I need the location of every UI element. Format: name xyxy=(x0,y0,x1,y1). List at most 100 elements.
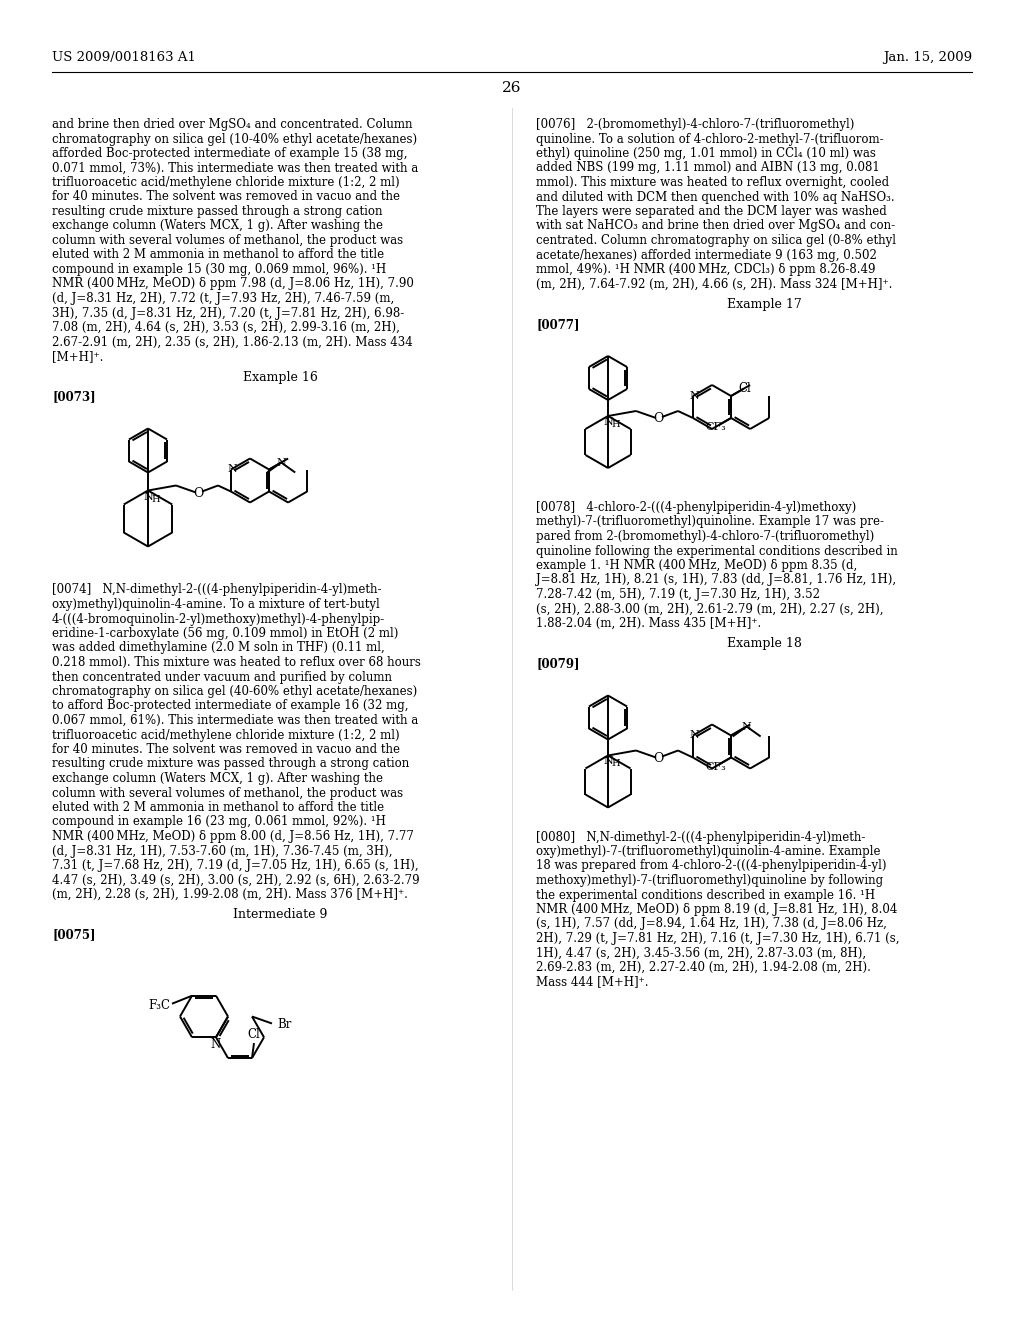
Text: US 2009/0018163 A1: US 2009/0018163 A1 xyxy=(52,51,196,65)
Text: to afford Boc-protected intermediate of example 16 (32 mg,: to afford Boc-protected intermediate of … xyxy=(52,700,409,713)
Text: Br: Br xyxy=(278,1018,292,1031)
Text: (d, J=8.31 Hz, 2H), 7.72 (t, J=7.93 Hz, 2H), 7.46-7.59 (m,: (d, J=8.31 Hz, 2H), 7.72 (t, J=7.93 Hz, … xyxy=(52,292,394,305)
Text: 7.08 (m, 2H), 4.64 (s, 2H), 3.53 (s, 2H), 2.99-3.16 (m, 2H),: 7.08 (m, 2H), 4.64 (s, 2H), 3.53 (s, 2H)… xyxy=(52,321,400,334)
Text: NMR (400 MHz, MeOD) δ ppm 8.19 (d, J=8.81 Hz, 1H), 8.04: NMR (400 MHz, MeOD) δ ppm 8.19 (d, J=8.8… xyxy=(536,903,897,916)
Text: NMR (400 MHz, MeOD) δ ppm 7.98 (d, J=8.06 Hz, 1H), 7.90: NMR (400 MHz, MeOD) δ ppm 7.98 (d, J=8.0… xyxy=(52,277,414,290)
Text: J=8.81 Hz, 1H), 8.21 (s, 1H), 7.83 (dd, J=8.81, 1.76 Hz, 1H),: J=8.81 Hz, 1H), 8.21 (s, 1H), 7.83 (dd, … xyxy=(536,573,896,586)
Text: afforded Boc-protected intermediate of example 15 (38 mg,: afforded Boc-protected intermediate of e… xyxy=(52,147,408,160)
Text: quinoline following the experimental conditions described in: quinoline following the experimental con… xyxy=(536,544,898,557)
Text: N: N xyxy=(211,1039,221,1051)
Text: N: N xyxy=(276,458,286,467)
Text: for 40 minutes. The solvent was removed in vacuo and the: for 40 minutes. The solvent was removed … xyxy=(52,743,400,756)
Text: 3H), 7.35 (d, J=8.31 Hz, 2H), 7.20 (t, J=7.81 Hz, 2H), 6.98-: 3H), 7.35 (d, J=8.31 Hz, 2H), 7.20 (t, J… xyxy=(52,306,404,319)
Text: then concentrated under vacuum and purified by column: then concentrated under vacuum and purif… xyxy=(52,671,392,684)
Text: added NBS (199 mg, 1.11 mmol) and AIBN (13 mg, 0.081: added NBS (199 mg, 1.11 mmol) and AIBN (… xyxy=(536,161,880,174)
Text: 7.28-7.42 (m, 5H), 7.19 (t, J=7.30 Hz, 1H), 3.52: 7.28-7.42 (m, 5H), 7.19 (t, J=7.30 Hz, 1… xyxy=(536,587,820,601)
Text: 26: 26 xyxy=(502,81,522,95)
Text: Intermediate 9: Intermediate 9 xyxy=(232,908,328,921)
Text: compound in example 16 (23 mg, 0.061 mmol, 92%). ¹H: compound in example 16 (23 mg, 0.061 mmo… xyxy=(52,816,386,829)
Text: (m, 2H), 7.64-7.92 (m, 2H), 4.66 (s, 2H). Mass 324 [M+H]⁺.: (m, 2H), 7.64-7.92 (m, 2H), 4.66 (s, 2H)… xyxy=(536,277,892,290)
Text: and diluted with DCM then quenched with 10% aq NaHSO₃.: and diluted with DCM then quenched with … xyxy=(536,190,895,203)
Text: eridine-1-carboxylate (56 mg, 0.109 mmol) in EtOH (2 ml): eridine-1-carboxylate (56 mg, 0.109 mmol… xyxy=(52,627,398,640)
Text: mmol, 49%). ¹H NMR (400 MHz, CDCl₃) δ ppm 8.26-8.49: mmol, 49%). ¹H NMR (400 MHz, CDCl₃) δ pp… xyxy=(536,263,876,276)
Text: Example 17: Example 17 xyxy=(727,298,802,312)
Text: Cl: Cl xyxy=(248,1028,260,1041)
Text: N: N xyxy=(741,722,752,731)
Text: N: N xyxy=(227,465,237,474)
Text: exchange column (Waters MCX, 1 g). After washing the: exchange column (Waters MCX, 1 g). After… xyxy=(52,219,383,232)
Text: O: O xyxy=(653,752,664,766)
Text: 18 was prepared from 4-chloro-2-(((4-phenylpiperidin-4-yl): 18 was prepared from 4-chloro-2-(((4-phe… xyxy=(536,859,887,873)
Text: 0.071 mmol, 73%). This intermediate was then treated with a: 0.071 mmol, 73%). This intermediate was … xyxy=(52,161,418,174)
Text: pared from 2-(bromomethyl)-4-chloro-7-(trifluoromethyl): pared from 2-(bromomethyl)-4-chloro-7-(t… xyxy=(536,531,874,543)
Text: F₃C: F₃C xyxy=(148,999,170,1012)
Text: ethyl) quinoline (250 mg, 1.01 mmol) in CCl₄ (10 ml) was: ethyl) quinoline (250 mg, 1.01 mmol) in … xyxy=(536,147,876,160)
Text: quinoline. To a solution of 4-chloro-2-methyl-7-(trifluorom-: quinoline. To a solution of 4-chloro-2-m… xyxy=(536,132,884,145)
Text: 2.67-2.91 (m, 2H), 2.35 (s, 2H), 1.86-2.13 (m, 2H). Mass 434: 2.67-2.91 (m, 2H), 2.35 (s, 2H), 1.86-2.… xyxy=(52,335,413,348)
Text: CF₃: CF₃ xyxy=(706,762,726,771)
Text: 2H), 7.29 (t, J=7.81 Hz, 2H), 7.16 (t, J=7.30 Hz, 1H), 6.71 (s,: 2H), 7.29 (t, J=7.81 Hz, 2H), 7.16 (t, J… xyxy=(536,932,899,945)
Text: trifluoroacetic acid/methylene chloride mixture (1:2, 2 ml): trifluoroacetic acid/methylene chloride … xyxy=(52,176,399,189)
Text: compound in example 15 (30 mg, 0.069 mmol, 96%). ¹H: compound in example 15 (30 mg, 0.069 mmo… xyxy=(52,263,386,276)
Text: chromatography on silica gel (10-40% ethyl acetate/hexanes): chromatography on silica gel (10-40% eth… xyxy=(52,132,417,145)
Text: mmol). This mixture was heated to reflux overnight, cooled: mmol). This mixture was heated to reflux… xyxy=(536,176,889,189)
Text: [0073]: [0073] xyxy=(52,391,95,404)
Text: [0078]   4-chloro-2-(((4-phenylpiperidin-4-yl)methoxy): [0078] 4-chloro-2-(((4-phenylpiperidin-4… xyxy=(536,502,856,513)
Text: 0.067 mmol, 61%). This intermediate was then treated with a: 0.067 mmol, 61%). This intermediate was … xyxy=(52,714,418,727)
Text: resulting crude mixture passed through a strong cation: resulting crude mixture passed through a… xyxy=(52,205,383,218)
Text: H: H xyxy=(611,420,621,429)
Text: N: N xyxy=(603,756,613,767)
Text: H: H xyxy=(152,495,161,503)
Text: Example 16: Example 16 xyxy=(243,371,317,384)
Text: N: N xyxy=(143,491,153,502)
Text: NMR (400 MHz, MeOD) δ ppm 8.00 (d, J=8.56 Hz, 1H), 7.77: NMR (400 MHz, MeOD) δ ppm 8.00 (d, J=8.5… xyxy=(52,830,414,843)
Text: [0080]   N,N-dimethyl-2-(((4-phenylpiperidin-4-yl)meth-: [0080] N,N-dimethyl-2-(((4-phenylpiperid… xyxy=(536,830,865,843)
Text: (m, 2H), 2.28 (s, 2H), 1.99-2.08 (m, 2H). Mass 376 [M+H]⁺.: (m, 2H), 2.28 (s, 2H), 1.99-2.08 (m, 2H)… xyxy=(52,888,408,902)
Text: [0074]   N,N-dimethyl-2-(((4-phenylpiperidin-4-yl)meth-: [0074] N,N-dimethyl-2-(((4-phenylpiperid… xyxy=(52,583,382,597)
Text: N: N xyxy=(689,391,698,401)
Text: The layers were separated and the DCM layer was washed: The layers were separated and the DCM la… xyxy=(536,205,887,218)
Text: trifluoroacetic acid/methylene chloride mixture (1:2, 2 ml): trifluoroacetic acid/methylene chloride … xyxy=(52,729,399,742)
Text: centrated. Column chromatography on silica gel (0-8% ethyl: centrated. Column chromatography on sili… xyxy=(536,234,896,247)
Text: with sat NaHCO₃ and brine then dried over MgSO₄ and con-: with sat NaHCO₃ and brine then dried ove… xyxy=(536,219,895,232)
Text: Mass 444 [M+H]⁺.: Mass 444 [M+H]⁺. xyxy=(536,975,648,989)
Text: 2.69-2.83 (m, 2H), 2.27-2.40 (m, 2H), 1.94-2.08 (m, 2H).: 2.69-2.83 (m, 2H), 2.27-2.40 (m, 2H), 1.… xyxy=(536,961,870,974)
Text: [0077]: [0077] xyxy=(536,318,580,331)
Text: 7.31 (t, J=7.68 Hz, 2H), 7.19 (d, J=7.05 Hz, 1H), 6.65 (s, 1H),: 7.31 (t, J=7.68 Hz, 2H), 7.19 (d, J=7.05… xyxy=(52,859,419,873)
Text: oxy)methyl)quinolin-4-amine. To a mixture of tert-butyl: oxy)methyl)quinolin-4-amine. To a mixtur… xyxy=(52,598,380,611)
Text: [0076]   2-(bromomethyl)-4-chloro-7-(trifluoromethyl): [0076] 2-(bromomethyl)-4-chloro-7-(trifl… xyxy=(536,117,854,131)
Text: 1H), 4.47 (s, 2H), 3.45-3.56 (m, 2H), 2.87-3.03 (m, 8H),: 1H), 4.47 (s, 2H), 3.45-3.56 (m, 2H), 2.… xyxy=(536,946,866,960)
Text: oxy)methyl)-7-(trifluoromethyl)quinolin-4-amine. Example: oxy)methyl)-7-(trifluoromethyl)quinolin-… xyxy=(536,845,881,858)
Text: (s, 2H), 2.88-3.00 (m, 2H), 2.61-2.79 (m, 2H), 2.27 (s, 2H),: (s, 2H), 2.88-3.00 (m, 2H), 2.61-2.79 (m… xyxy=(536,602,884,615)
Text: [0075]: [0075] xyxy=(52,928,95,941)
Text: [M+H]⁺.: [M+H]⁺. xyxy=(52,350,103,363)
Text: 4.47 (s, 2H), 3.49 (s, 2H), 3.00 (s, 2H), 2.92 (s, 6H), 2.63-2.79: 4.47 (s, 2H), 3.49 (s, 2H), 3.00 (s, 2H)… xyxy=(52,874,420,887)
Text: 4-(((4-bromoquinolin-2-yl)methoxy)methyl)-4-phenylpip-: 4-(((4-bromoquinolin-2-yl)methoxy)methyl… xyxy=(52,612,385,626)
Text: methyl)-7-(trifluoromethyl)quinoline. Example 17 was pre-: methyl)-7-(trifluoromethyl)quinoline. Ex… xyxy=(536,516,884,528)
Text: 1.88-2.04 (m, 2H). Mass 435 [M+H]⁺.: 1.88-2.04 (m, 2H). Mass 435 [M+H]⁺. xyxy=(536,616,761,630)
Text: N: N xyxy=(689,730,698,741)
Text: H: H xyxy=(611,759,621,768)
Text: and brine then dried over MgSO₄ and concentrated. Column: and brine then dried over MgSO₄ and conc… xyxy=(52,117,413,131)
Text: 0.218 mmol). This mixture was heated to reflux over 68 hours: 0.218 mmol). This mixture was heated to … xyxy=(52,656,421,669)
Text: for 40 minutes. The solvent was removed in vacuo and the: for 40 minutes. The solvent was removed … xyxy=(52,190,400,203)
Text: Example 18: Example 18 xyxy=(727,638,802,651)
Text: resulting crude mixture was passed through a strong cation: resulting crude mixture was passed throu… xyxy=(52,758,410,771)
Text: O: O xyxy=(193,487,203,500)
Text: column with several volumes of methanol, the product was: column with several volumes of methanol,… xyxy=(52,787,403,800)
Text: eluted with 2 M ammonia in methanol to afford the title: eluted with 2 M ammonia in methanol to a… xyxy=(52,801,384,814)
Text: N: N xyxy=(603,417,613,426)
Text: eluted with 2 M ammonia in methanol to afford the title: eluted with 2 M ammonia in methanol to a… xyxy=(52,248,384,261)
Text: CF₃: CF₃ xyxy=(706,422,726,432)
Text: Cl: Cl xyxy=(738,381,752,395)
Text: O: O xyxy=(653,412,664,425)
Text: example 1. ¹H NMR (400 MHz, MeOD) δ ppm 8.35 (d,: example 1. ¹H NMR (400 MHz, MeOD) δ ppm … xyxy=(536,558,857,572)
Text: methoxy)methyl)-7-(trifluoromethyl)quinoline by following: methoxy)methyl)-7-(trifluoromethyl)quino… xyxy=(536,874,883,887)
Text: (s, 1H), 7.57 (dd, J=8.94, 1.64 Hz, 1H), 7.38 (d, J=8.06 Hz,: (s, 1H), 7.57 (dd, J=8.94, 1.64 Hz, 1H),… xyxy=(536,917,887,931)
Text: [0079]: [0079] xyxy=(536,657,580,671)
Text: exchange column (Waters MCX, 1 g). After washing the: exchange column (Waters MCX, 1 g). After… xyxy=(52,772,383,785)
Text: was added dimethylamine (2.0 M soln in THF) (0.11 ml,: was added dimethylamine (2.0 M soln in T… xyxy=(52,642,385,655)
Text: chromatography on silica gel (40-60% ethyl acetate/hexanes): chromatography on silica gel (40-60% eth… xyxy=(52,685,417,698)
Text: (d, J=8.31 Hz, 1H), 7.53-7.60 (m, 1H), 7.36-7.45 (m, 3H),: (d, J=8.31 Hz, 1H), 7.53-7.60 (m, 1H), 7… xyxy=(52,845,392,858)
Text: Jan. 15, 2009: Jan. 15, 2009 xyxy=(883,51,972,65)
